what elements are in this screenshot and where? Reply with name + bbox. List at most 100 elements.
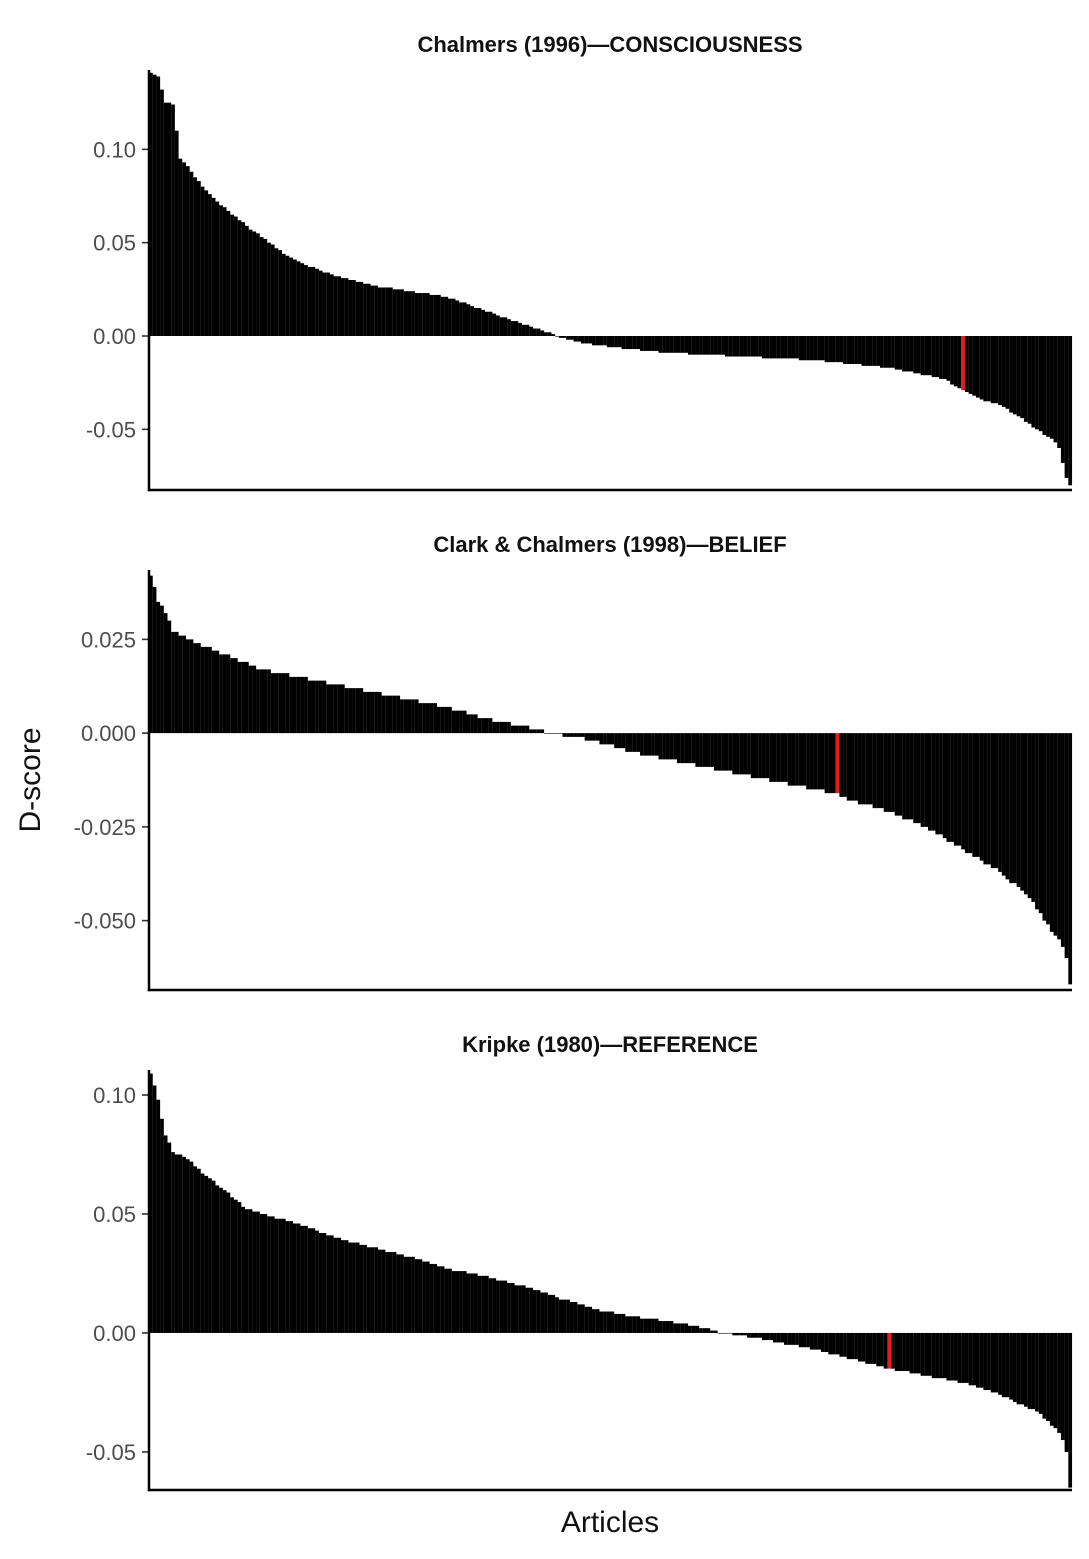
bar	[732, 733, 737, 775]
bar	[252, 665, 257, 734]
bar	[344, 1240, 349, 1333]
bar	[211, 1180, 216, 1333]
bar	[724, 733, 729, 771]
bar	[414, 1259, 419, 1333]
bar	[828, 1332, 833, 1355]
bar	[728, 1332, 733, 1334]
bar	[865, 1332, 869, 1364]
bar	[1005, 1332, 1010, 1398]
bar	[292, 1223, 297, 1333]
bar	[492, 1278, 497, 1333]
bar	[813, 336, 818, 361]
bar	[857, 733, 862, 805]
bar	[636, 336, 641, 350]
bar	[820, 336, 825, 361]
bar	[676, 336, 681, 353]
bar	[953, 733, 958, 846]
bar	[880, 733, 884, 809]
bar	[385, 287, 390, 336]
bar	[983, 1332, 988, 1391]
bar	[592, 733, 596, 741]
bar	[466, 1273, 471, 1333]
bar	[363, 283, 367, 336]
bar	[219, 205, 223, 336]
bar	[610, 336, 615, 348]
bar	[252, 231, 257, 336]
bar	[976, 336, 980, 398]
bar	[182, 1156, 186, 1333]
bar	[935, 336, 940, 378]
bar	[551, 334, 556, 336]
bar	[931, 336, 936, 378]
bar	[1020, 336, 1025, 419]
bar	[259, 1213, 264, 1333]
bar	[1068, 733, 1073, 985]
bar	[876, 336, 881, 366]
bar	[887, 733, 892, 812]
bar	[850, 336, 855, 364]
bar	[916, 1332, 921, 1374]
bar	[473, 308, 478, 336]
bar	[673, 733, 677, 760]
bar	[532, 328, 537, 336]
bar	[484, 1275, 489, 1333]
bar	[580, 733, 585, 737]
bar	[237, 220, 242, 336]
bar	[226, 1192, 231, 1333]
bar	[340, 1240, 345, 1333]
y-tick-label: 0.10	[93, 1083, 136, 1108]
bar	[946, 733, 951, 842]
bar	[470, 1273, 474, 1333]
bar	[606, 336, 611, 348]
bar	[329, 684, 334, 734]
bar	[152, 1085, 157, 1333]
bar	[998, 1332, 1002, 1395]
bar	[411, 699, 415, 734]
bar	[828, 336, 833, 363]
bar	[440, 296, 445, 336]
bar	[507, 319, 511, 336]
bar	[171, 631, 175, 734]
bar	[289, 1221, 294, 1333]
bar	[185, 1159, 190, 1333]
bar	[614, 733, 618, 749]
bar	[296, 261, 301, 336]
bar	[200, 646, 205, 734]
bar	[1027, 733, 1032, 899]
bar	[699, 733, 703, 767]
bar	[688, 1325, 692, 1333]
bar	[1005, 336, 1010, 409]
panel-title: Kripke (1980)—REFERENCE	[462, 1032, 758, 1057]
bar	[492, 313, 497, 336]
bar	[806, 733, 810, 790]
bar	[754, 1332, 759, 1338]
bar	[747, 336, 751, 357]
bar	[278, 1218, 282, 1333]
bar	[433, 294, 438, 336]
bar	[688, 336, 692, 355]
bar	[496, 721, 500, 734]
bar	[832, 1332, 836, 1355]
y-tick-label: 0.025	[81, 627, 136, 652]
bar	[732, 1332, 737, 1336]
bar	[791, 336, 796, 359]
bar	[1038, 733, 1043, 914]
bar	[466, 304, 471, 336]
bar	[418, 1259, 423, 1333]
bar	[529, 1287, 534, 1333]
bar	[942, 336, 947, 379]
bar	[894, 1332, 899, 1372]
bar	[902, 1332, 906, 1372]
bar	[1001, 336, 1006, 407]
bar	[769, 1332, 773, 1341]
bar	[318, 1233, 323, 1333]
bar	[894, 336, 899, 370]
bar	[739, 1332, 744, 1336]
bar	[928, 733, 932, 831]
bar	[326, 1235, 330, 1333]
bar	[340, 278, 345, 336]
bar	[363, 691, 367, 734]
bar	[300, 263, 305, 336]
bar	[1053, 733, 1058, 936]
bar	[444, 706, 449, 734]
